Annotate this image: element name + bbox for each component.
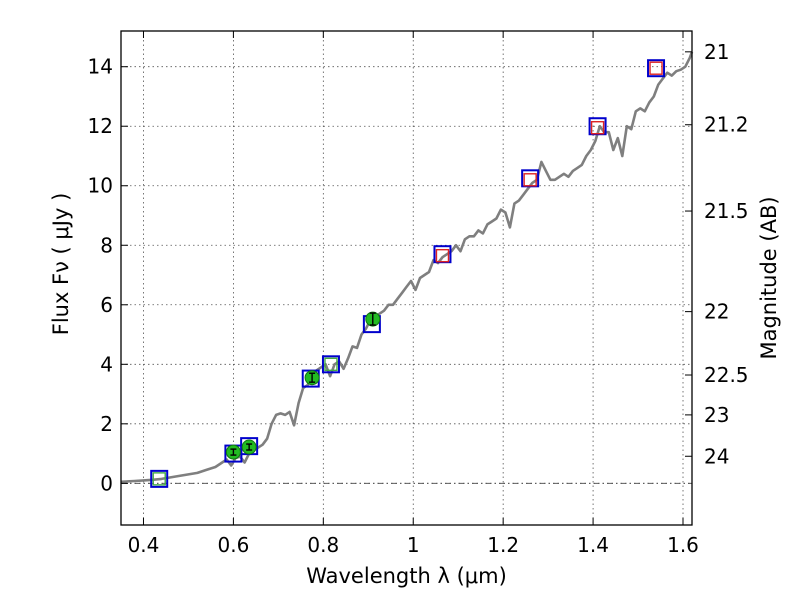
y-axis-label: Flux Fν ( μJy ) (49, 193, 73, 336)
y-tick-label: 10 (88, 174, 113, 198)
magnitude-tick-label: 21.5 (704, 199, 749, 223)
magnitude-tick-label: 22.5 (704, 363, 749, 387)
x-tick-label: 0.6 (217, 533, 249, 557)
spectrum-line (120, 51, 694, 484)
x-tick-label: 0.8 (307, 533, 339, 557)
x-tick-label: 1.4 (577, 533, 609, 557)
y-tick-label: 2 (100, 412, 113, 436)
y-tick-label: 6 (100, 293, 113, 317)
model-photometry-point (150, 469, 169, 488)
magnitude-tick-label: 21 (704, 40, 729, 64)
magnitude-tick-label: 21.2 (704, 113, 749, 137)
model-photometry-point (647, 59, 666, 78)
template-photometry-point (435, 248, 450, 263)
x-tick-label: 1.2 (487, 533, 519, 557)
magnitude-tick-label: 22 (704, 300, 729, 324)
y-tick-label: 12 (88, 114, 113, 138)
x-axis-label: Wavelength λ (μm) (306, 564, 507, 588)
grid (121, 31, 692, 525)
magnitude-tick-label: 23 (704, 403, 729, 427)
plot-frame (120, 30, 693, 526)
x-tick-label: 1 (407, 533, 420, 557)
template-photometry-point (523, 173, 537, 187)
y-tick-label: 14 (88, 55, 113, 79)
right-axis-label: Magnitude (AB) (757, 196, 781, 359)
y-tick-label: 0 (100, 471, 113, 495)
template-photometry-point (649, 61, 663, 75)
template-photometry-point (590, 121, 605, 135)
y-tick-label: 8 (100, 233, 113, 257)
x-tick-label: 0.4 (128, 533, 160, 557)
template-spectrum (120, 51, 694, 484)
y-tick-label: 4 (100, 352, 113, 376)
template-photometry-point (152, 472, 166, 486)
magnitude-tick-label: 24 (704, 444, 729, 468)
photometry-markers (150, 59, 666, 488)
model-photometry-point (321, 355, 340, 374)
template-photometry-point (324, 357, 338, 372)
x-tick-label: 1.6 (667, 533, 699, 557)
axis-ticks: 0.4 0.6 0.8 1 1.2 1.4 1.6024681012142121.221.5… (88, 31, 749, 557)
